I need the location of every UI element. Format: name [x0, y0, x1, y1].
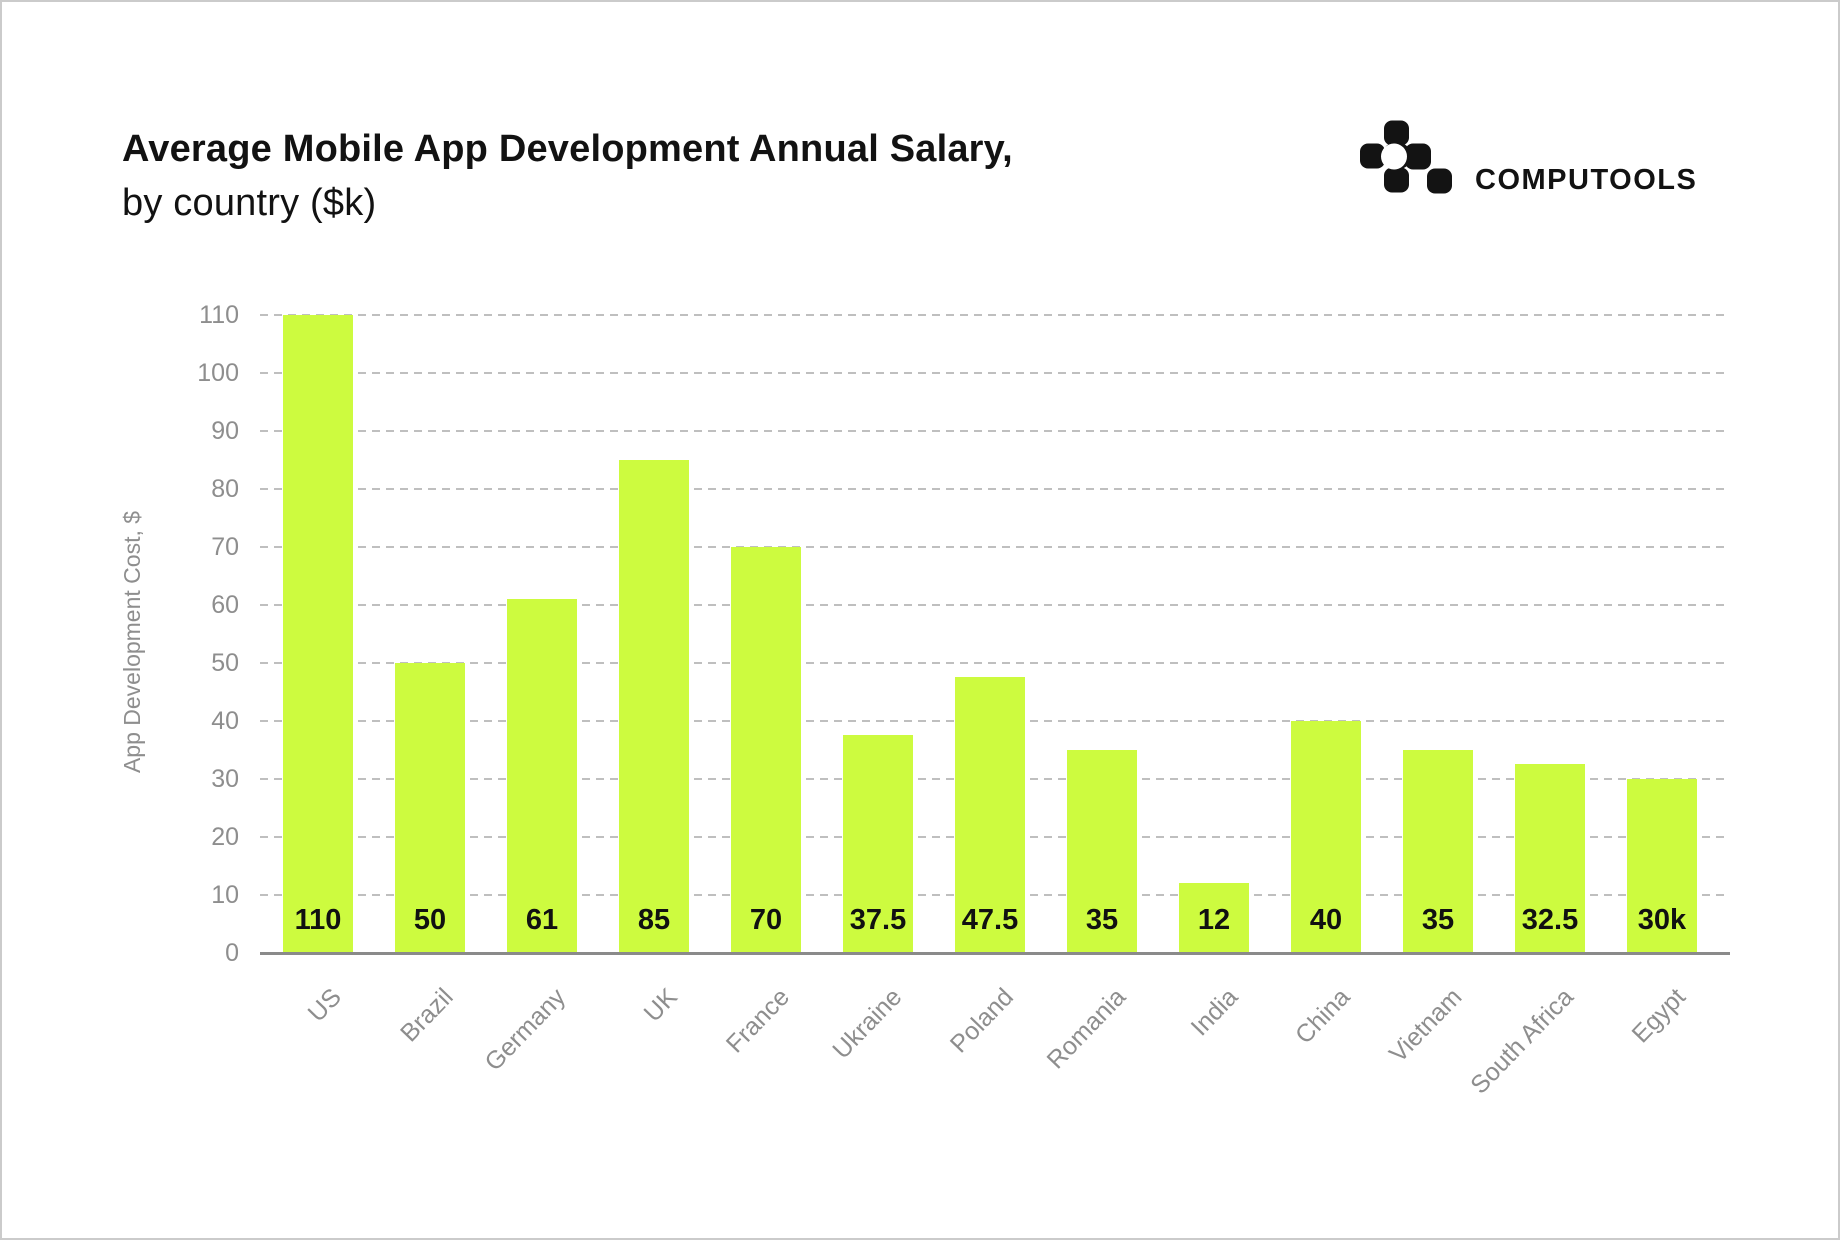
bar-value-label: 85 [637, 904, 671, 936]
bar-value-label: 70 [749, 904, 783, 936]
x-tick-label: Germany [479, 983, 572, 1077]
gridline [260, 662, 1730, 664]
chart-title-line2: by country ($k) [122, 182, 377, 224]
y-tick-label: 20 [211, 823, 239, 851]
bar-value-label: 61 [525, 904, 559, 936]
bar-value-label: 110 [294, 904, 342, 936]
chart-title-line1: Average Mobile App Development Annual Sa… [122, 128, 1013, 170]
y-tick-label: 30 [211, 765, 239, 793]
chart-bar: 32.5 [1515, 764, 1585, 953]
x-tick-label: UK [638, 983, 684, 1028]
bar-value-label: 30k [1637, 904, 1687, 936]
chart-bar: 70 [731, 547, 801, 953]
chart-bar: 85 [619, 460, 689, 953]
x-tick-label: US [302, 983, 348, 1028]
bar-value-label: 35 [1085, 904, 1119, 936]
bar-value-label: 32.5 [1521, 904, 1579, 936]
y-tick-label: 10 [211, 881, 239, 909]
x-tick-label: Romania [1041, 983, 1132, 1075]
y-tick-label: 40 [211, 707, 239, 735]
gridline [260, 372, 1730, 374]
bar-value-label: 37.5 [849, 904, 907, 936]
bar-value-label: 35 [1421, 904, 1455, 936]
y-tick-label: 100 [197, 359, 239, 387]
x-tick-label: Vietnam [1383, 983, 1468, 1069]
y-tick-label: 80 [211, 475, 239, 503]
gridline [260, 604, 1730, 606]
chart-bar: 35 [1067, 750, 1137, 953]
x-tick-label: Egypt [1626, 983, 1692, 1049]
y-tick-label: 110 [199, 301, 239, 329]
chart-bar: 61 [507, 599, 577, 953]
computools-logo-icon [1360, 120, 1452, 194]
chart-bar: 35 [1403, 750, 1473, 953]
x-axis-line [260, 952, 1730, 955]
chart-bar: 12 [1179, 883, 1249, 953]
chart-bar: 37.5 [843, 735, 913, 953]
chart-bar: 47.5 [955, 677, 1025, 953]
bar-value-label: 40 [1309, 904, 1343, 936]
x-tick-label: Ukraine [827, 983, 908, 1065]
chart-title: Average Mobile App Development Annual Sa… [122, 122, 1013, 230]
y-tick-label: 90 [211, 417, 239, 445]
chart-bar: 110 [283, 315, 353, 953]
y-tick-label: 60 [211, 591, 239, 619]
gridline [260, 546, 1730, 548]
bar-value-label: 12 [1197, 904, 1231, 936]
bar-value-label: 47.5 [961, 904, 1019, 936]
x-tick-label: South Africa [1465, 983, 1580, 1100]
gridline [260, 430, 1730, 432]
gridline [260, 488, 1730, 490]
y-tick-label: 70 [211, 533, 239, 561]
x-tick-label: China [1289, 983, 1356, 1050]
chart-bar: 30k [1627, 779, 1697, 953]
y-tick-label: 0 [225, 939, 239, 967]
bar-value-label: 50 [413, 904, 447, 936]
chart-bar: 40 [1291, 721, 1361, 953]
x-tick-label: France [720, 983, 796, 1059]
x-tick-label: Brazil [395, 983, 460, 1048]
brand-name: COMPUTOOLS [1475, 164, 1698, 196]
chart-bar: 50 [395, 663, 465, 953]
y-tick-label: 50 [211, 649, 239, 677]
computools-logo-svg [1360, 120, 1452, 194]
x-tick-label: Poland [944, 983, 1020, 1059]
x-tick-label: India [1185, 983, 1244, 1042]
gridline [260, 314, 1730, 316]
